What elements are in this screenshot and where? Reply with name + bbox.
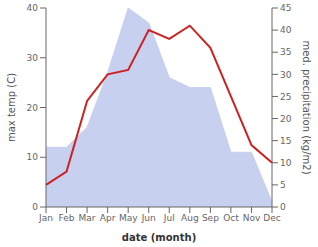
svg-text:5: 5 — [280, 180, 286, 190]
svg-text:Oct: Oct — [223, 213, 239, 223]
svg-text:10: 10 — [280, 158, 292, 168]
svg-text:date (month): date (month) — [122, 232, 196, 243]
svg-text:30: 30 — [27, 53, 39, 63]
svg-text:Feb: Feb — [59, 213, 75, 223]
svg-text:Sep: Sep — [202, 213, 219, 223]
svg-text:Jun: Jun — [141, 213, 156, 223]
svg-text:Dec: Dec — [263, 213, 280, 223]
svg-text:med. precipitation (kg/m2): med. precipitation (kg/m2) — [301, 40, 310, 174]
svg-text:40: 40 — [280, 25, 292, 35]
svg-text:20: 20 — [27, 103, 39, 113]
svg-text:Jul: Jul — [163, 213, 175, 223]
svg-text:15: 15 — [280, 136, 291, 146]
svg-text:10: 10 — [27, 152, 39, 162]
svg-text:Mar: Mar — [79, 213, 96, 223]
svg-text:0: 0 — [280, 202, 286, 212]
svg-text:Aug: Aug — [181, 213, 199, 223]
svg-text:Apr: Apr — [100, 213, 116, 223]
svg-text:35: 35 — [280, 47, 291, 57]
svg-text:30: 30 — [280, 70, 292, 80]
svg-text:May: May — [119, 213, 138, 223]
svg-text:45: 45 — [280, 3, 291, 13]
svg-text:20: 20 — [280, 114, 292, 124]
svg-text:Jan: Jan — [38, 213, 53, 223]
svg-text:0: 0 — [32, 202, 38, 212]
svg-text:Nov: Nov — [243, 213, 261, 223]
svg-text:max temp (C): max temp (C) — [8, 73, 17, 142]
svg-text:25: 25 — [280, 92, 291, 102]
svg-text:40: 40 — [27, 3, 39, 13]
